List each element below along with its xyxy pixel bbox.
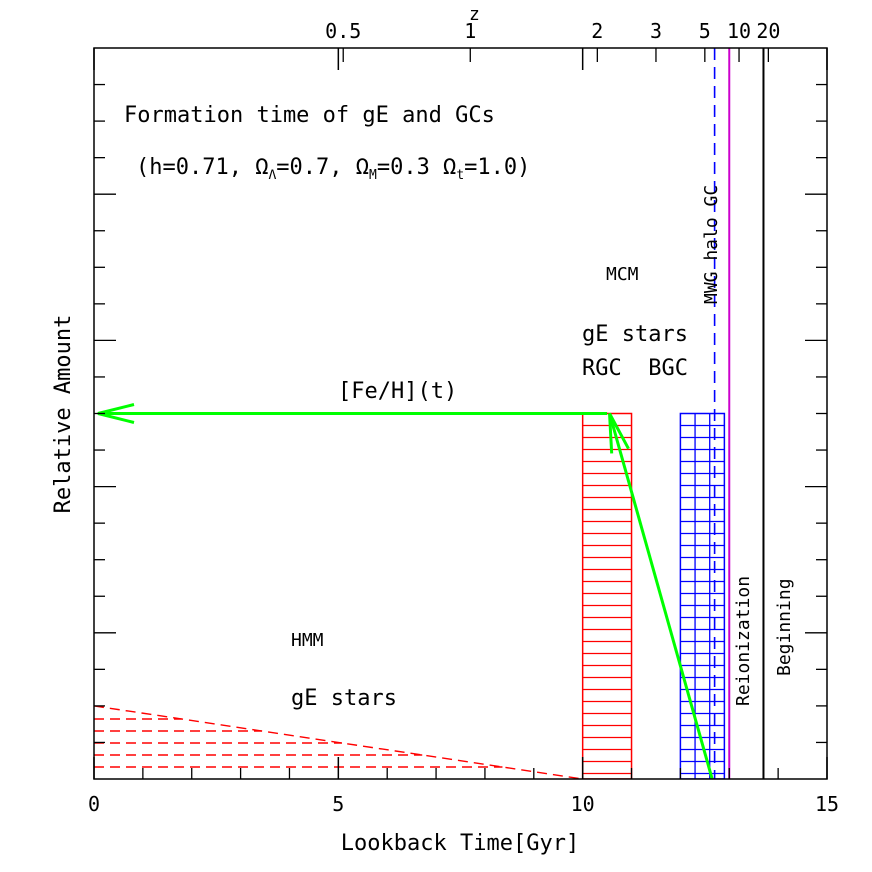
x-tick-label: 15 bbox=[815, 792, 839, 816]
x-tick-label: 0 bbox=[88, 792, 100, 816]
hmm-label: HMM bbox=[291, 630, 324, 651]
beginning-label: Beginning bbox=[774, 578, 795, 676]
z-tick-label: 3 bbox=[650, 19, 662, 43]
z-tick-label: 20 bbox=[756, 19, 780, 43]
feh-arrow-label: [Fe/H](t) bbox=[338, 379, 457, 404]
ticks: 0 5 10 150.5 1 2 3 5 10 20 bbox=[88, 19, 839, 816]
diag-arrow-head bbox=[608, 412, 630, 454]
z-tick-label: 1 bbox=[464, 19, 476, 43]
rgc-bgc-label: RGC BGC bbox=[582, 356, 688, 381]
gE-stars-bottom-label: gE stars bbox=[291, 686, 397, 711]
z-tick-label: 0.5 bbox=[325, 19, 361, 43]
diag-arrow-line bbox=[608, 413, 714, 779]
gE-stars-top-label: gE stars bbox=[582, 322, 688, 347]
x-tick-label: 10 bbox=[571, 792, 595, 816]
z-tick-label: 2 bbox=[591, 19, 603, 43]
top-axis-title: z bbox=[469, 4, 480, 25]
x-axis-title: Lookback Time[Gyr] bbox=[341, 831, 579, 856]
plot-content bbox=[94, 48, 765, 779]
z-tick-label: 5 bbox=[699, 19, 711, 43]
bar-bgc bbox=[679, 412, 726, 779]
chart-title-line1: Formation time of gE and GCs bbox=[124, 103, 495, 128]
z-tick-label: 10 bbox=[727, 19, 751, 43]
bar-rgc bbox=[581, 412, 633, 779]
mwg-halo-gc-label: MWG halo GC bbox=[701, 185, 722, 304]
y-axis-title: Relative Amount bbox=[51, 315, 76, 514]
reionization-label: Reionization bbox=[733, 576, 754, 706]
x-tick-label: 5 bbox=[332, 792, 344, 816]
chart-title-line2: (h=0.71, ΩΛ=0.7, ΩM=0.3 Ωt=1.0) bbox=[136, 155, 530, 183]
mcm-label: MCM bbox=[606, 264, 639, 285]
